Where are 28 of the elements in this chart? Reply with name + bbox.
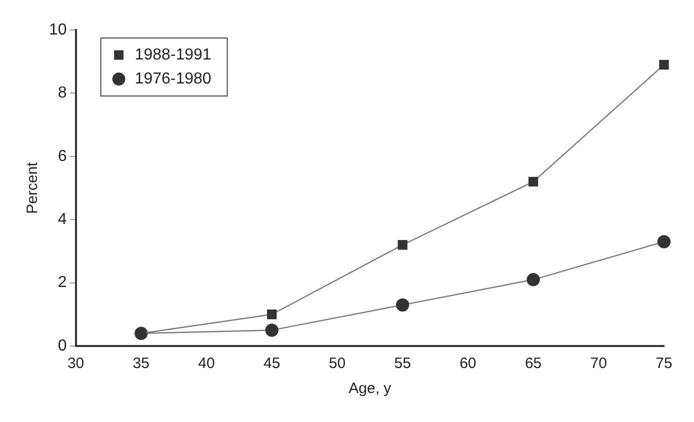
point [267, 310, 277, 320]
point [265, 324, 278, 337]
y-tick-label: 8 [58, 84, 67, 102]
x-tick-label: 65 [524, 355, 542, 372]
x-tick-label: 75 [656, 355, 672, 372]
point [526, 273, 540, 286]
point [398, 240, 408, 250]
x-tick-label: 50 [328, 355, 346, 372]
point [396, 298, 410, 312]
x-tick-label: 55 [394, 355, 411, 372]
x-tick-label: 40 [198, 355, 215, 372]
legend-label: 1976-1980 [134, 70, 212, 88]
y-tick-label: 4 [58, 211, 67, 228]
y-tick-label: 2 [58, 274, 67, 292]
x-axis-title: Age, y [348, 380, 392, 398]
point [528, 176, 538, 187]
x-tick-label: 60 [460, 355, 476, 372]
y-tick-label: 0 [58, 337, 67, 354]
x-tick-label: 35 [132, 355, 150, 372]
x-tick-label: 45 [264, 355, 280, 372]
legend-label: 1988-1991 [134, 46, 212, 64]
y-tick-label: 10 [49, 21, 67, 38]
point [657, 235, 671, 248]
x-tick-label: 70 [590, 355, 607, 372]
y-axis-title: Percent [24, 161, 42, 214]
point [659, 60, 669, 70]
y-tick-label: 6 [58, 148, 67, 165]
x-tick-label: 30 [67, 355, 84, 372]
